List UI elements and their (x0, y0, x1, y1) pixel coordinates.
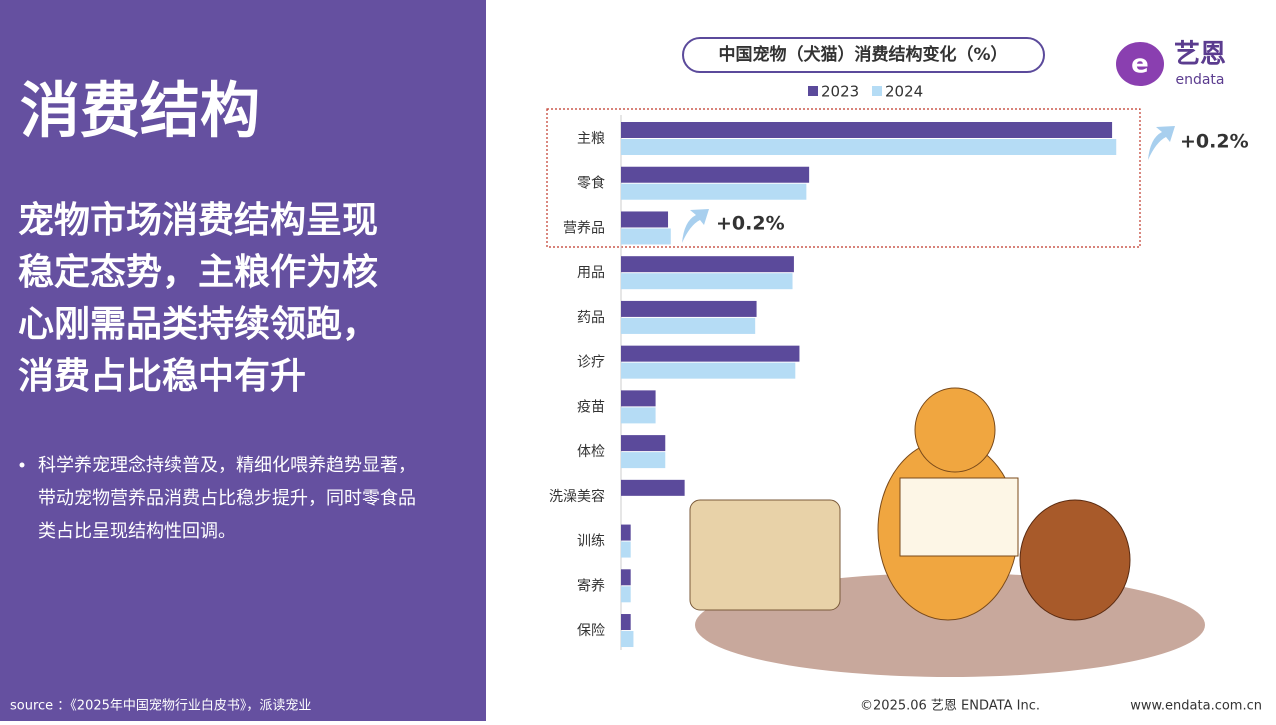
bar (621, 569, 631, 586)
illustration-sign (899, 477, 1019, 557)
bar (621, 300, 757, 317)
legend-swatch (872, 86, 882, 96)
left-panel (0, 0, 486, 721)
bar (621, 273, 793, 290)
logo-name: 艺恩 (1174, 40, 1226, 70)
bar (621, 541, 631, 558)
source: source ：《2025年中国宠物行业白皮书》，派读宠业 (10, 698, 311, 714)
subtitle-line: 消费占比稳中有升 (18, 356, 306, 397)
bar (621, 122, 1113, 138)
bar (621, 345, 800, 362)
bullet-line: 带动宠物营养品消费占比稳步提升，同时零食品 (38, 488, 416, 509)
bar (621, 407, 656, 424)
bar (621, 631, 634, 648)
title-pill (682, 37, 1045, 73)
heading: 消费结构 (20, 77, 260, 147)
bar (621, 256, 794, 273)
illustration-box (689, 499, 841, 611)
y-tick-label: 洗澡美容 (549, 488, 605, 505)
bar (621, 452, 666, 469)
bar (621, 479, 685, 496)
legend-label: 2023 (821, 83, 859, 101)
url: www.endata.com.cn (1130, 699, 1262, 714)
bullet-line: 类占比呈现结构性回调。 (38, 521, 236, 542)
highlight-box (546, 108, 1141, 248)
y-tick-label: 零食 (577, 175, 605, 192)
bullet-dot (19, 462, 25, 468)
bar (621, 586, 631, 603)
y-tick-label: 疫苗 (577, 399, 605, 415)
y-tick-label: 保险 (577, 623, 605, 639)
bar (621, 139, 1117, 155)
legend-swatch (808, 86, 818, 96)
illustration-dog-head (914, 387, 996, 473)
y-tick-label: 营养品 (563, 220, 605, 236)
y-tick-label: 寄养 (577, 577, 605, 594)
bar (621, 524, 631, 541)
copyright: ©2025.06 艺恩 ENDATA Inc. (860, 699, 1040, 714)
legend-label: 2024 (885, 83, 923, 101)
bar (621, 317, 756, 334)
chart-title: 中国宠物（犬猫）消费结构变化（%） (718, 44, 1007, 65)
bar (621, 166, 810, 183)
bar (621, 390, 656, 407)
bar (621, 211, 669, 228)
arrow (1148, 126, 1175, 160)
illustration-dog2 (1019, 499, 1131, 621)
bar (621, 614, 631, 631)
arrow (682, 209, 709, 243)
subtitle-line: 宠物市场消费结构呈现 (18, 200, 378, 241)
y-tick-label: 训练 (577, 534, 605, 550)
annotation: +0.2% (1180, 131, 1249, 153)
bar (621, 435, 666, 452)
annotation: +0.2% (716, 213, 785, 235)
bar (621, 362, 796, 379)
y-tick-label: 诊疗 (577, 355, 605, 371)
y-tick-label: 主粮 (577, 131, 605, 147)
logo-sub: endata (1175, 72, 1224, 88)
logo-icon (1116, 42, 1164, 86)
bar (621, 228, 671, 245)
y-tick-label: 用品 (577, 265, 605, 281)
y-tick-label: 药品 (577, 310, 605, 326)
bullet-text: 科学养宠理念持续普及，精细化喂养趋势显著， 带动宠物营养品消费占比稳步提升，同时零… (38, 454, 416, 542)
y-tick-label: 体检 (577, 444, 605, 460)
logo-glyph: e (1131, 50, 1149, 80)
subtitle-line: 心刚需品类持续领跑， (18, 304, 378, 345)
bullet-line: 科学养宠理念持续普及，精细化喂养趋势显著， (38, 454, 416, 476)
subtitle-line: 稳定态势，主粮作为核 (18, 252, 378, 293)
bar (621, 183, 807, 200)
